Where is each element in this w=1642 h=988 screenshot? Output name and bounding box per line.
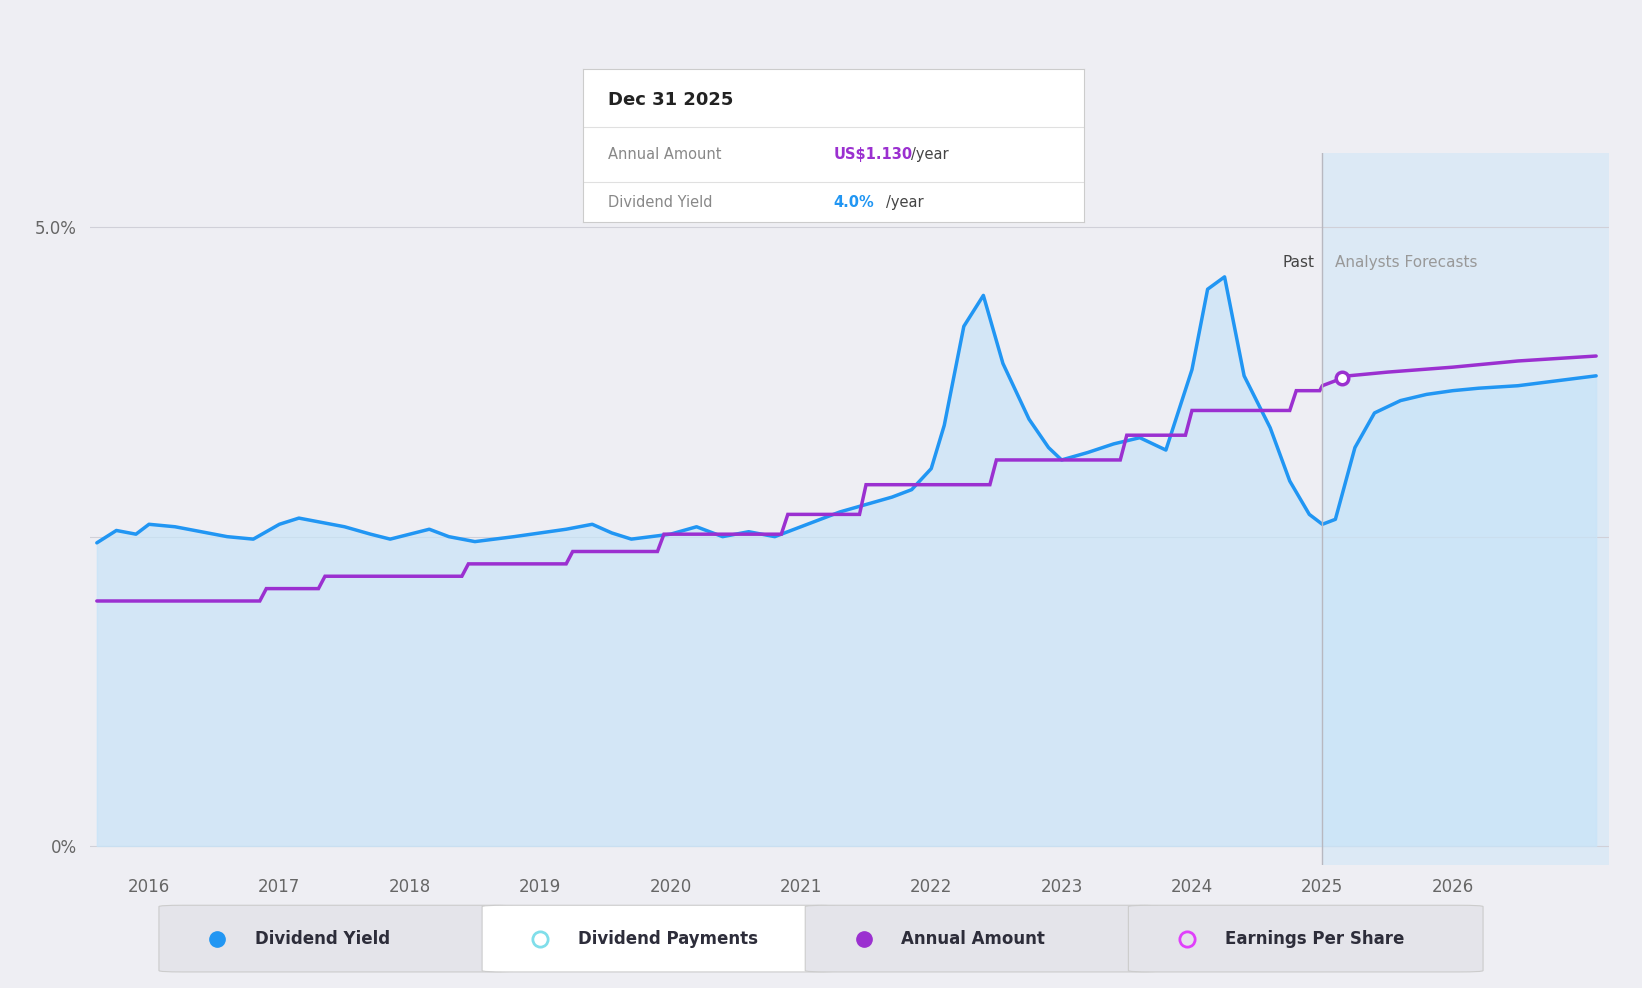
Text: Analysts Forecasts: Analysts Forecasts bbox=[1335, 255, 1478, 270]
FancyBboxPatch shape bbox=[159, 905, 514, 972]
Text: Past: Past bbox=[1282, 255, 1315, 270]
Text: US$1.130: US$1.130 bbox=[832, 146, 913, 162]
Text: 4.0%: 4.0% bbox=[832, 195, 874, 209]
FancyBboxPatch shape bbox=[805, 905, 1159, 972]
Text: Dividend Payments: Dividend Payments bbox=[578, 930, 759, 947]
Text: Dec 31 2025: Dec 31 2025 bbox=[608, 91, 734, 109]
Text: /year: /year bbox=[887, 195, 923, 209]
Text: Dividend Yield: Dividend Yield bbox=[608, 195, 713, 209]
Text: Earnings Per Share: Earnings Per Share bbox=[1225, 930, 1404, 947]
Text: Annual Amount: Annual Amount bbox=[608, 146, 721, 162]
Text: Annual Amount: Annual Amount bbox=[901, 930, 1046, 947]
FancyBboxPatch shape bbox=[483, 905, 837, 972]
Bar bbox=[1322, 153, 1609, 864]
Text: /year: /year bbox=[911, 146, 949, 162]
FancyBboxPatch shape bbox=[1128, 905, 1483, 972]
Text: Dividend Yield: Dividend Yield bbox=[255, 930, 391, 947]
